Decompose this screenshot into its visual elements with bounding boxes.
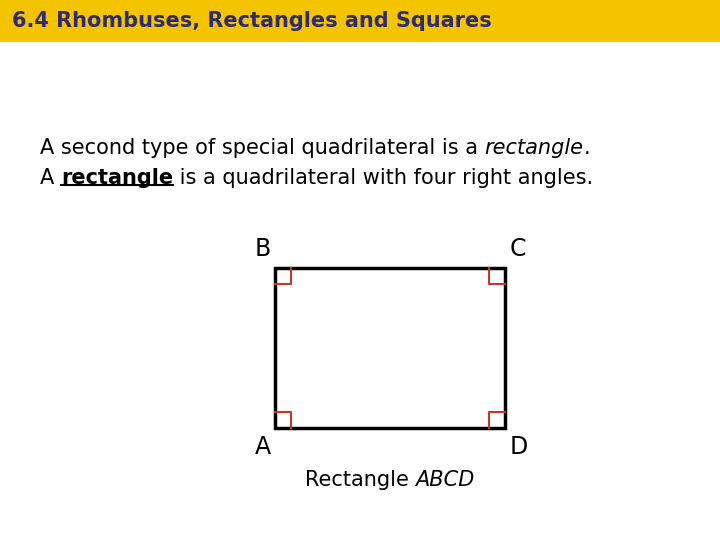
Text: is a quadrilateral with four right angles.: is a quadrilateral with four right angle…	[173, 168, 593, 188]
Text: Rectangle: Rectangle	[305, 470, 415, 490]
Bar	[275, 268, 505, 428]
Bar	[0, 0, 720, 42]
Text: .: .	[584, 138, 590, 158]
Text: rectangle: rectangle	[61, 168, 173, 188]
Text: 6.4 Rhombuses, Rectangles and Squares: 6.4 Rhombuses, Rectangles and Squares	[12, 11, 492, 31]
Text: C: C	[509, 237, 526, 261]
Text: rectangle: rectangle	[485, 138, 584, 158]
Text: D: D	[509, 435, 528, 459]
Text: B: B	[255, 237, 271, 261]
Text: ABCD: ABCD	[415, 470, 475, 490]
Text: A: A	[40, 168, 61, 188]
Text: A: A	[255, 435, 271, 459]
Text: A second type of special quadrilateral is a: A second type of special quadrilateral i…	[40, 138, 485, 158]
